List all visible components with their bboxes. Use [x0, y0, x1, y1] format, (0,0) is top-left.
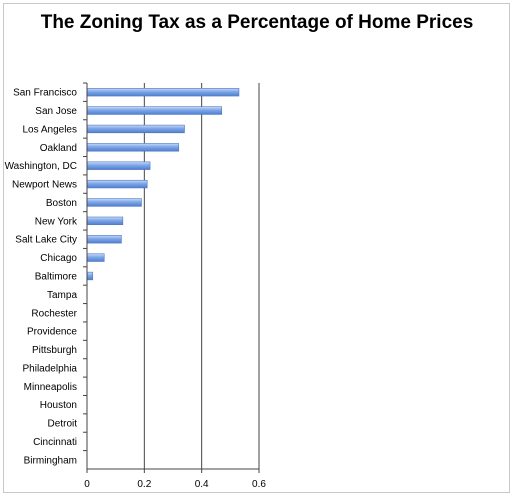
category-label: Birmingham [24, 455, 77, 466]
bar [86, 161, 151, 170]
category-label: Pittsburgh [32, 345, 77, 356]
category-label: Oakland [40, 143, 77, 154]
bar [86, 253, 105, 262]
category-label: Rochester [31, 308, 77, 319]
category-label: Tampa [47, 290, 77, 301]
category-label: San Jose [35, 106, 77, 117]
bar [86, 235, 122, 244]
bars [86, 88, 240, 281]
x-tick-label: 0.2 [137, 479, 151, 490]
axes [83, 82, 260, 473]
grid-lines [143, 83, 260, 469]
bar [86, 124, 185, 134]
category-label: Boston [46, 198, 77, 209]
bar [86, 216, 124, 226]
x-tick-label: 0.6 [252, 479, 266, 490]
bar [86, 271, 94, 281]
bar [86, 106, 223, 115]
category-label: Houston [40, 400, 77, 411]
category-label: Newport News [12, 180, 77, 191]
chart-title: The Zoning Tax as a Percentage of Home P… [40, 12, 474, 33]
category-label: Cincinnati [33, 437, 77, 448]
category-label: Providence [27, 327, 77, 338]
category-label: Salt Lake City [15, 235, 77, 246]
bar [86, 198, 142, 207]
category-label: Minneapolis [24, 382, 77, 393]
bar [86, 143, 180, 152]
bar [86, 179, 148, 189]
category-label: Los Angeles [23, 124, 78, 135]
category-label: Baltimore [35, 272, 78, 283]
category-labels: San Francisco San Jose Los Angeles Oakland W… [5, 88, 78, 467]
category-label: San Francisco [13, 88, 77, 99]
category-label: Philadelphia [23, 363, 78, 374]
category-label: Washington, DC [5, 161, 77, 172]
x-tick-label: 0.4 [195, 479, 209, 490]
category-label: Detroit [48, 419, 78, 430]
bar [86, 88, 240, 97]
category-label: Chicago [40, 253, 77, 264]
category-label: New York [35, 216, 78, 227]
x-tick-labels: 0 0.2 0.4 0.6 [84, 479, 266, 490]
x-tick-label: 0 [84, 479, 90, 490]
